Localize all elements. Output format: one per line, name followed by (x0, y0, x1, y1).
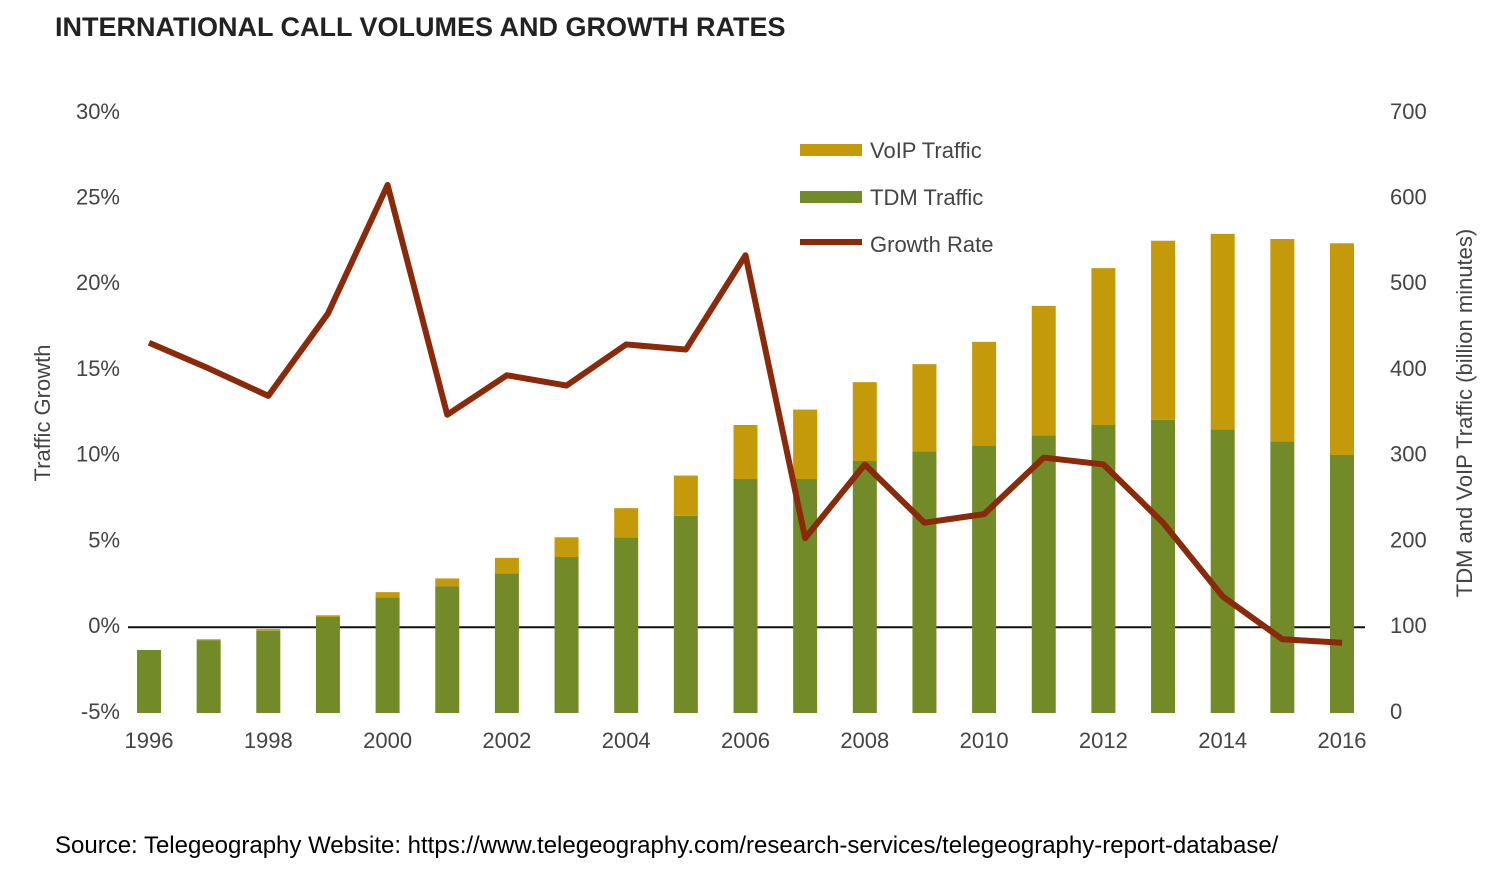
bar-segment (614, 508, 639, 538)
legend-label: VoIP Traffic (870, 138, 982, 163)
bar-segment (1091, 268, 1116, 425)
x-tick-label: 2006 (721, 728, 770, 753)
y2-tick-label: 400 (1390, 356, 1427, 381)
bar-segment (793, 409, 818, 479)
y2-tick-label: 300 (1390, 442, 1427, 467)
y-tick-label: 5% (88, 527, 120, 552)
bar-segment (1151, 240, 1176, 420)
y2-tick-label: 500 (1390, 270, 1427, 295)
y-axis-title: Traffic Growth (30, 345, 55, 482)
bar-segment (375, 592, 400, 598)
bar-segment (673, 475, 698, 516)
y-tick-label: 30% (76, 99, 120, 124)
x-tick-label: 1998 (244, 728, 293, 753)
bar-segment (673, 515, 698, 713)
bar-segment (375, 597, 400, 713)
bar-segment (1210, 233, 1235, 430)
chart-title: INTERNATIONAL CALL VOLUMES AND GROWTH RA… (55, 12, 785, 42)
bar-segment (972, 341, 997, 446)
bar-segment (554, 557, 579, 713)
bar-segment (554, 537, 579, 557)
y-tick-label: 20% (76, 270, 120, 295)
bar-segment (196, 639, 221, 641)
bar-segment (435, 586, 460, 713)
bar-segment (137, 650, 161, 713)
x-tick-label: 2016 (1318, 728, 1367, 753)
x-tick-label: 2002 (482, 728, 531, 753)
bar-segment (315, 615, 340, 617)
bar-segment (1270, 239, 1295, 442)
y-tick-label: 0% (88, 613, 120, 638)
bar-segment (315, 617, 340, 713)
bar-segment (494, 557, 519, 574)
y2-tick-label: 700 (1390, 99, 1427, 124)
bar-segment (1330, 243, 1354, 455)
y-tick-label: 15% (76, 356, 120, 381)
y2-tick-label: 100 (1390, 613, 1427, 638)
y2-tick-label: 600 (1390, 185, 1427, 210)
bar-segment (912, 451, 937, 713)
bar-segment (1031, 305, 1056, 436)
x-tick-label: 2014 (1198, 728, 1247, 753)
growth-line (147, 182, 1343, 646)
bar-segment (1330, 455, 1354, 713)
x-tick-label: 2010 (960, 728, 1009, 753)
legend-swatch (800, 144, 862, 156)
bar-segment (852, 461, 877, 713)
x-tick-label: 2004 (602, 728, 651, 753)
legend-label: TDM Traffic (870, 185, 983, 210)
bar-segment (972, 445, 997, 713)
legend-label: Growth Rate (870, 232, 994, 257)
y2-axis-title: TDM and VoIP Traffic (billion minutes) (1452, 229, 1477, 597)
bar-segment (912, 364, 937, 452)
x-tick-label: 2000 (363, 728, 412, 753)
bar-segment (435, 578, 460, 587)
source-note: Source: Telegeography Website: https://w… (55, 832, 1279, 859)
legend-swatch (800, 191, 862, 203)
bar-segment (196, 640, 221, 713)
bar-segment (852, 382, 877, 461)
y2-tick-label: 200 (1390, 527, 1427, 552)
bar-segment (793, 479, 818, 713)
y-tick-label: 10% (76, 442, 120, 467)
x-tick-label: 2012 (1079, 728, 1128, 753)
x-tick-label: 2008 (840, 728, 889, 753)
bar-segment (614, 537, 639, 713)
bar-segment (733, 479, 758, 713)
bar-segment (1270, 441, 1295, 713)
bar-segment (494, 573, 519, 713)
y2-tick-label: 0 (1390, 699, 1402, 724)
bar-segment (1210, 429, 1235, 713)
y-tick-label: 25% (76, 185, 120, 210)
bar-segment (733, 425, 758, 479)
bar-segment (1031, 435, 1056, 713)
bar-segment (256, 629, 281, 631)
bar-segment (256, 630, 281, 713)
bar-segment (1151, 419, 1176, 713)
y-tick-label: -5% (81, 699, 120, 724)
x-tick-label: 1996 (125, 728, 174, 753)
